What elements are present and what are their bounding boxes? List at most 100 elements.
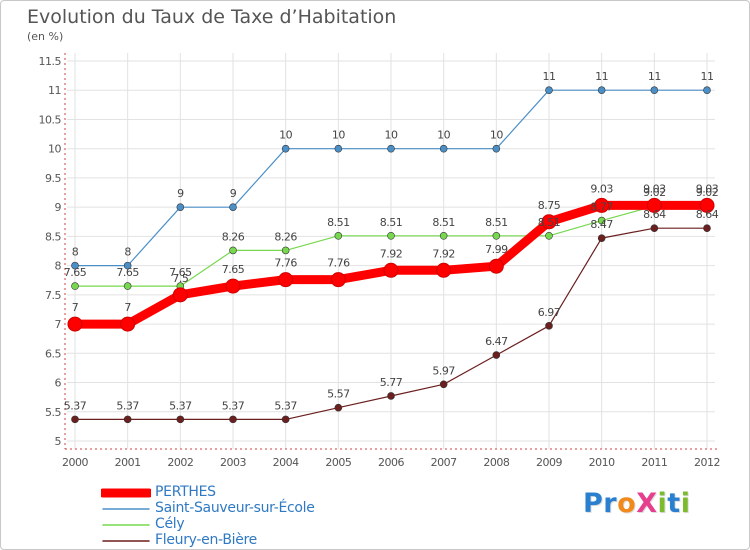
y-tick-label: 6: [55, 377, 62, 390]
y-tick-label: 6.5: [45, 347, 61, 360]
data-point: [229, 415, 237, 424]
data-label: 8: [124, 246, 131, 259]
y-tick-label: 7: [55, 318, 62, 331]
y-tick-label: 11.5: [39, 55, 62, 68]
line-chart: 5 5.5 6 6.5 7 7.5 8 8.5 9 9.5 10 10.5 11 11.5 2000 2001…: [39, 53, 721, 469]
data-label: 10: [279, 129, 292, 142]
data-point: [387, 232, 395, 240]
data-point: [176, 415, 185, 424]
data-label: 9: [230, 187, 237, 200]
data-label: 11: [595, 70, 608, 83]
data-point: [439, 144, 448, 153]
data-point: [492, 144, 501, 153]
data-label: 11: [648, 70, 661, 83]
data-point: [334, 232, 343, 240]
data-point: [334, 144, 343, 153]
data-label: 8.51: [538, 216, 561, 229]
data-label: 7.76: [327, 257, 350, 270]
data-label: 7.76: [274, 257, 297, 270]
data-label: 11: [543, 70, 556, 83]
data-point: [281, 415, 290, 424]
x-tick-label: 2003: [220, 456, 246, 469]
data-point: [703, 224, 711, 232]
y-tick-label: 8: [55, 260, 62, 273]
data-point: [71, 415, 79, 424]
x-tick-label: 2012: [694, 456, 720, 469]
data-point: [281, 246, 290, 255]
data-point: [281, 144, 290, 153]
data-point: [492, 351, 501, 359]
logo-letter: i: [680, 488, 691, 519]
data-point: [67, 316, 83, 332]
data-label: 7.65: [64, 266, 87, 279]
data-label: 5.37: [64, 399, 87, 412]
data-point: [439, 232, 448, 240]
data-label: 7: [72, 301, 79, 314]
data-label: 5.37: [169, 399, 192, 412]
data-label: 10: [437, 129, 450, 142]
data-label: 8.26: [222, 230, 245, 243]
data-label: 9.03: [696, 182, 719, 195]
y-tick-label: 8.5: [45, 230, 61, 243]
data-point: [71, 261, 79, 270]
y-tick-label: 7.5: [45, 289, 61, 302]
data-label: 7.65: [169, 266, 192, 279]
data-point: [387, 144, 395, 153]
y-tick-label: 5: [55, 435, 62, 448]
x-tick-label: 2010: [589, 456, 615, 469]
data-label: 7.5: [172, 272, 188, 285]
data-label: 8.64: [696, 208, 719, 221]
data-label: 9.03: [590, 182, 613, 195]
logo-letter: X: [636, 488, 658, 519]
legend-swatch: [102, 524, 150, 526]
data-label: 8: [72, 246, 79, 259]
logo-letter: o: [617, 488, 637, 519]
y-tick-label: 10.5: [39, 113, 62, 126]
data-label: 9.02: [643, 186, 666, 199]
data-point: [176, 203, 185, 211]
y-tick-label: 10: [48, 143, 61, 156]
data-label: 7.99: [485, 243, 508, 256]
data-point: [492, 232, 501, 240]
data-point: [229, 203, 237, 211]
data-label: 10: [332, 129, 345, 142]
data-label: 7.65: [222, 263, 245, 276]
data-point: [123, 282, 132, 290]
logo-letter: r: [603, 488, 618, 519]
x-tick-label: 2006: [378, 456, 404, 469]
x-tick-label: 2005: [325, 456, 351, 469]
data-label: 8.75: [538, 199, 561, 212]
data-point: [488, 258, 504, 274]
data-label: 8.51: [432, 216, 455, 229]
data-point: [383, 262, 399, 278]
data-label: 8.51: [485, 216, 508, 229]
data-label: 5.57: [327, 388, 350, 401]
data-label: 8.64: [643, 208, 666, 221]
data-point: [439, 380, 448, 389]
data-point: [120, 316, 136, 332]
chart-title: Evolution du Taux de Taxe d’Habitation: [27, 6, 397, 28]
legend-swatch: [102, 508, 150, 510]
x-tick-label: 2008: [483, 456, 509, 469]
data-label: 9.02: [696, 186, 719, 199]
data-label: 11: [701, 70, 714, 83]
data-label: 8.47: [590, 218, 613, 231]
logo-letter: t: [667, 488, 681, 519]
data-label: 5.97: [432, 364, 455, 377]
data-label: 9.03: [643, 182, 666, 195]
data-point: [229, 246, 237, 255]
data-label: 5.77: [380, 376, 403, 389]
data-point: [123, 261, 132, 270]
y-tick-label: 9.5: [45, 172, 61, 185]
legend-label: Saint-Sauveur-sur-École: [155, 500, 315, 516]
data-point: [123, 415, 132, 424]
legend-swatch: [102, 540, 150, 542]
proxiti-logo: ProXiti: [583, 488, 690, 519]
logo-letter: i: [657, 488, 668, 519]
data-label: 5.37: [274, 399, 297, 412]
x-tick-label: 2001: [115, 456, 141, 469]
data-point: [225, 278, 241, 294]
data-label: 8.77: [590, 201, 613, 214]
chart-subtitle: (en %): [27, 30, 64, 43]
data-point: [436, 262, 452, 278]
